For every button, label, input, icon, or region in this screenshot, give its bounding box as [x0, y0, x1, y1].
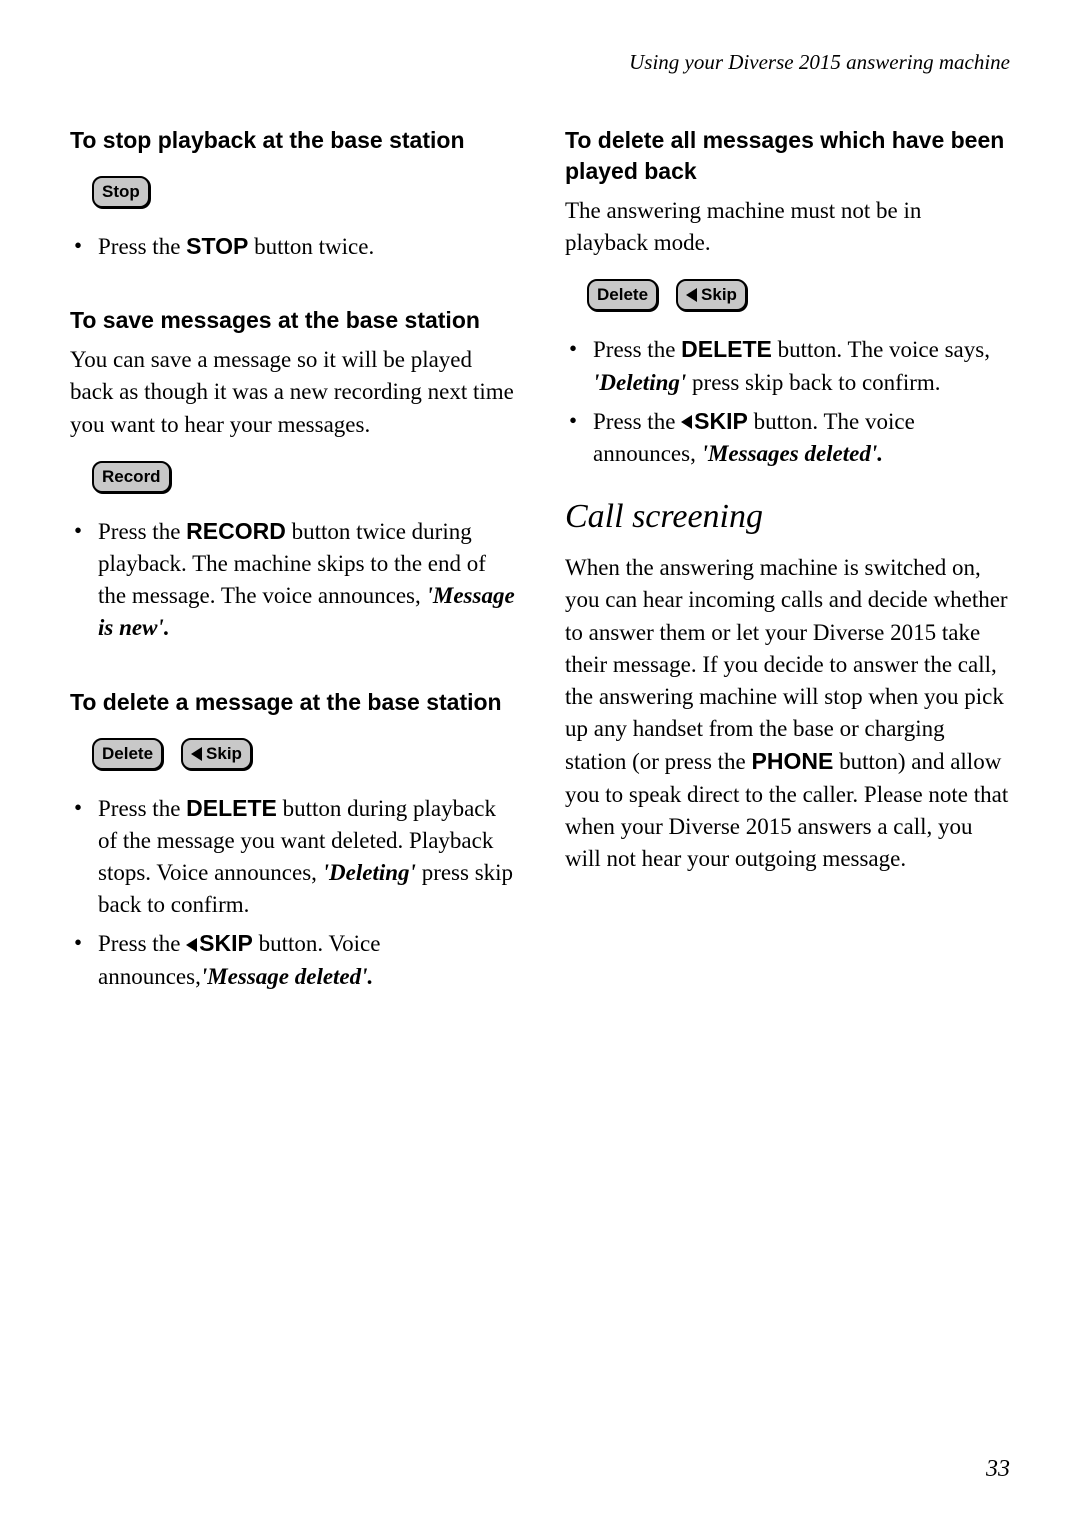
- sec3-heading: To delete a message at the base station: [70, 687, 515, 718]
- ital: 'Messages deleted'.: [702, 441, 883, 466]
- ital: 'Deleting': [323, 860, 416, 885]
- text: Press the: [593, 409, 681, 434]
- bold: DELETE: [186, 795, 277, 821]
- text: When the answering machine is switched o…: [565, 555, 1008, 774]
- skip-button-label: Skip: [206, 744, 242, 764]
- right-column: To delete all messages which have been p…: [565, 125, 1010, 1013]
- sec2-buttons: Record: [92, 461, 515, 493]
- skip-button-label: Skip: [701, 285, 737, 305]
- sec2-heading: To save messages at the base station: [70, 305, 515, 336]
- sec2-bullets: Press the RECORD button twice during pla…: [70, 515, 515, 645]
- call-screening-para: When the answering machine is switched o…: [565, 552, 1010, 875]
- r-sec1-bullet-2: Press the SKIP button. The voice announc…: [593, 405, 1010, 470]
- stop-button: Stop: [92, 176, 150, 208]
- r-sec1-intro: The answering machine must not be in pla…: [565, 195, 1010, 259]
- delete-button: Delete: [587, 279, 658, 311]
- bold: STOP: [186, 233, 248, 259]
- left-column: To stop playback at the base station Sto…: [70, 125, 515, 1013]
- sec1-bullet-1: Press the STOP button twice.: [98, 230, 515, 263]
- sec1-heading: To stop playback at the base station: [70, 125, 515, 156]
- sec1-buttons: Stop: [92, 176, 515, 208]
- text: Press the: [98, 796, 186, 821]
- record-button: Record: [92, 461, 171, 493]
- call-screening-heading: Call screening: [565, 498, 1010, 536]
- text: Press the: [98, 234, 186, 259]
- bold: PHONE: [752, 748, 834, 774]
- sec2-bullet-1: Press the RECORD button twice during pla…: [98, 515, 515, 645]
- text: press skip back to confirm.: [686, 370, 940, 395]
- record-button-label: Record: [102, 467, 161, 487]
- content-columns: To stop playback at the base station Sto…: [70, 125, 1010, 1013]
- bold: RECORD: [186, 518, 286, 544]
- delete-button: Delete: [92, 738, 163, 770]
- sec3-buttons: Delete Skip: [92, 738, 515, 770]
- text: Press the: [98, 931, 186, 956]
- left-triangle-icon: [191, 747, 202, 761]
- page-number: 33: [986, 1456, 1010, 1483]
- sec2-intro: You can save a message so it will be pla…: [70, 344, 515, 441]
- r-sec1-buttons: Delete Skip: [587, 279, 1010, 311]
- sec3-bullet-1: Press the DELETE button during playback …: [98, 792, 515, 922]
- stop-button-label: Stop: [102, 182, 140, 202]
- delete-button-label: Delete: [102, 744, 153, 764]
- r-sec1-bullets: Press the DELETE button. The voice says,…: [565, 333, 1010, 470]
- text: button. The voice says,: [772, 337, 990, 362]
- bold: SKIP: [199, 930, 253, 956]
- sec3-bullets: Press the DELETE button during playback …: [70, 792, 515, 993]
- text: Press the: [593, 337, 681, 362]
- left-triangle-icon: [681, 415, 692, 429]
- r-sec1-heading: To delete all messages which have been p…: [565, 125, 1010, 187]
- left-triangle-icon: [186, 938, 197, 952]
- skip-button: Skip: [181, 738, 252, 770]
- sec3-bullet-2: Press the SKIP button. Voice announces,'…: [98, 927, 515, 992]
- bold: DELETE: [681, 336, 772, 362]
- left-triangle-icon: [686, 288, 697, 302]
- page-header: Using your Diverse 2015 answering machin…: [70, 50, 1010, 75]
- bold: SKIP: [694, 408, 748, 434]
- skip-button: Skip: [676, 279, 747, 311]
- text: Press the: [98, 519, 186, 544]
- ital: 'Message deleted'.: [201, 964, 373, 989]
- r-sec1-bullet-1: Press the DELETE button. The voice says,…: [593, 333, 1010, 398]
- ital: 'Deleting': [593, 370, 686, 395]
- sec1-bullets: Press the STOP button twice.: [70, 230, 515, 263]
- delete-button-label: Delete: [597, 285, 648, 305]
- text: button twice.: [248, 234, 374, 259]
